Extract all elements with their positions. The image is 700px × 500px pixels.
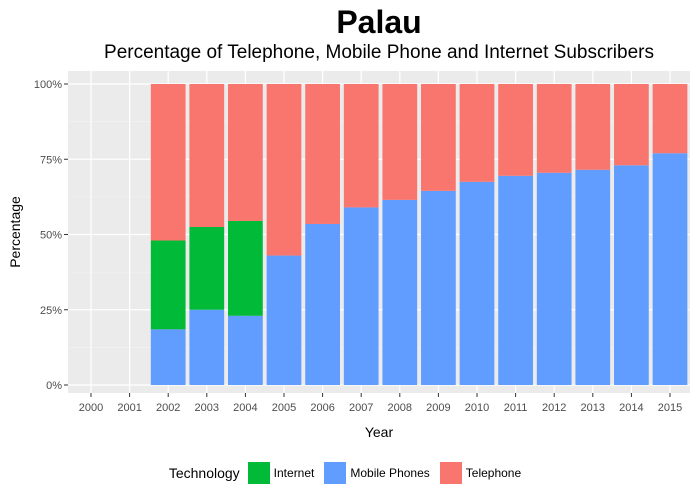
x-tick-label: 2008	[388, 402, 412, 414]
bar-telephone-2008	[382, 84, 418, 200]
bar-mobile-phones-2015	[652, 153, 688, 385]
x-tick-label: 2015	[658, 402, 682, 414]
x-tick-label: 2012	[542, 402, 566, 414]
x-tick-label: 2003	[195, 402, 219, 414]
x-axis-label: Year	[365, 424, 394, 440]
bar-telephone-2009	[421, 84, 456, 191]
x-tick-label: 2000	[79, 402, 103, 414]
x-tick-labels: 2000 2001 2002 2003 2004 2005 2006 2007 2008 2009…	[79, 393, 682, 414]
bar-mobile-phones-2012	[536, 172, 572, 385]
bar-internet-2003	[189, 226, 225, 310]
bar-mobile-phones-2008	[382, 199, 418, 385]
bar-telephone-2002	[150, 84, 186, 241]
legend-item-telephone: Telephone	[439, 462, 522, 484]
legend-key-internet	[247, 462, 270, 484]
bar-mobile-phones-2007	[343, 207, 379, 385]
x-tick-label: 2009	[426, 402, 450, 414]
x-tick-label: 2010	[465, 402, 489, 414]
chart-title: Palau	[336, 4, 422, 40]
bar-telephone-2013	[575, 84, 611, 170]
bar-mobile-phones-2011	[498, 175, 533, 385]
y-tick-label: 0%	[46, 380, 62, 392]
x-tick-label: 2013	[581, 402, 605, 414]
legend-item-internet: Internet	[247, 462, 315, 484]
legend-label-mobile-phones: Mobile Phones	[350, 466, 430, 480]
bar-telephone-2003	[189, 84, 225, 227]
bar-telephone-2012	[536, 84, 572, 173]
bar-mobile-phones-2009	[421, 190, 456, 385]
bar-telephone-2011	[498, 84, 533, 176]
legend-label-telephone: Telephone	[465, 466, 522, 480]
bar-mobile-phones-2014	[614, 165, 649, 385]
bar-mobile-phones-2005	[266, 255, 302, 385]
legend-label-internet: Internet	[273, 466, 315, 480]
bar-telephone-2015	[652, 84, 688, 154]
bar-mobile-phones-2003	[189, 309, 225, 385]
bar-telephone-2004	[228, 84, 263, 221]
legend-key-telephone	[439, 462, 462, 484]
legend: Technology Internet Mobile Phones Teleph…	[0, 460, 700, 486]
bar-mobile-phones-2002	[150, 329, 186, 385]
bar-mobile-phones-2006	[305, 223, 340, 385]
y-axis-label: Percentage	[7, 196, 23, 268]
bar-telephone-2005	[266, 84, 302, 256]
bars	[150, 84, 688, 385]
bar-internet-2002	[150, 240, 186, 330]
x-tick-label: 2005	[272, 402, 296, 414]
bar-telephone-2007	[343, 84, 379, 208]
x-tick-label: 2007	[349, 402, 373, 414]
legend-item-mobile-phones: Mobile Phones	[324, 462, 430, 484]
bar-telephone-2014	[614, 84, 649, 166]
y-tick-labels: 0% 25% 50% 75% 100%	[34, 79, 68, 392]
chart-subtitle: Percentage of Telephone, Mobile Phone an…	[104, 42, 654, 63]
bar-telephone-2006	[305, 84, 340, 224]
y-tick-label: 50%	[40, 230, 62, 242]
x-tick-label: 2011	[504, 402, 528, 414]
chart-plot: 0% 25% 50% 75% 100% 2000 2001 2002 2003 2004 2005…	[7, 71, 690, 440]
x-tick-label: 2002	[156, 402, 180, 414]
y-tick-label: 100%	[34, 79, 62, 91]
x-tick-label: 2004	[233, 402, 257, 414]
bar-mobile-phones-2004	[228, 315, 263, 385]
x-tick-label: 2001	[117, 402, 141, 414]
y-tick-label: 75%	[40, 154, 62, 166]
x-tick-label: 2006	[310, 402, 334, 414]
legend-title: Technology	[168, 465, 240, 481]
bar-mobile-phones-2013	[575, 169, 611, 385]
y-tick-label: 25%	[40, 305, 62, 317]
bar-internet-2004	[228, 220, 263, 316]
x-tick-label: 2014	[619, 402, 643, 414]
bar-telephone-2010	[459, 84, 495, 182]
legend-key-mobile-phones	[324, 462, 347, 484]
bar-mobile-phones-2010	[459, 181, 495, 385]
